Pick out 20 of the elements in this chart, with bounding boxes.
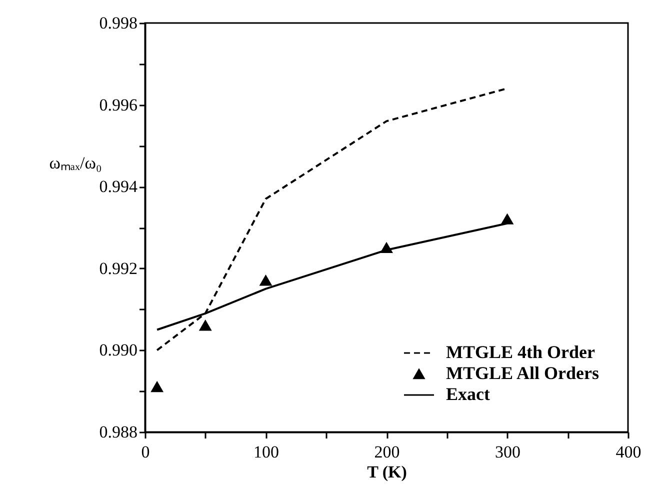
- x-tick-label: 0: [141, 442, 150, 462]
- x-tick-label: 200: [374, 442, 400, 462]
- legend-label: MTGLE All Orders: [446, 363, 599, 383]
- y-tick-label: 0.990: [99, 340, 138, 360]
- y-tick-label: 0.992: [99, 258, 138, 278]
- x-tick-label: 400: [616, 442, 642, 462]
- x-tick-label: 300: [495, 442, 520, 462]
- y-tick-label: 0.988: [99, 422, 138, 442]
- point: [502, 214, 513, 224]
- y-tick-label: 0.994: [99, 177, 138, 196]
- y-tick-label: 0.998: [99, 14, 138, 32]
- point: [151, 382, 163, 392]
- point: [260, 276, 272, 286]
- y-tick-label: 0.996: [99, 95, 138, 114]
- x-tick-label: 100: [254, 442, 279, 462]
- legend-label: MTGLE 4th Order: [446, 342, 596, 362]
- y-axis-title: ωₘₐₓ/ω₀: [49, 154, 102, 172]
- x-axis-title: T (K): [367, 462, 407, 482]
- legend-label: Exact: [446, 384, 490, 404]
- point: [200, 320, 212, 331]
